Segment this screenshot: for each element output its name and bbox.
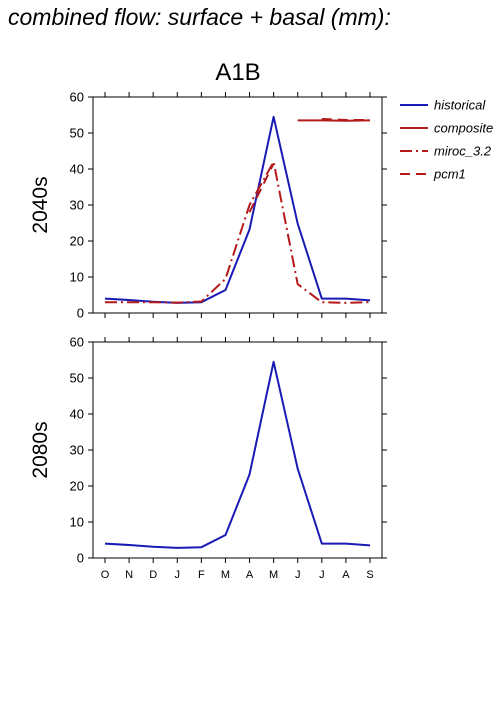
- x-tick-label: O: [101, 569, 110, 581]
- x-tick-label: F: [198, 569, 205, 581]
- series-line-historical: [104, 360, 371, 549]
- x-tick-label: A: [246, 569, 254, 581]
- y-tick-label: 60: [70, 335, 84, 350]
- plot-frame: [92, 96, 383, 314]
- legend-label: miroc_3.2: [434, 144, 492, 159]
- y-tick-label: 20: [70, 479, 84, 494]
- x-tick-label: A: [342, 569, 350, 581]
- y-tick-label: 10: [70, 270, 84, 285]
- panel-2040s: 0 10 20 30 40 50 60 2040s: [29, 90, 387, 321]
- y-tick-label: 20: [70, 234, 84, 249]
- y-tick-label: 30: [70, 443, 84, 458]
- y-tick-label: 0: [77, 306, 84, 321]
- y-tick-label: 0: [77, 551, 84, 566]
- panel-2080s: 0 10 20 30 40 50 60 O N D J F M A M J J A S 2080s: [29, 335, 387, 581]
- x-tick-label: J: [319, 569, 325, 581]
- x-tick-label: J: [295, 569, 301, 581]
- y-tick-label: 50: [70, 126, 84, 141]
- series-line-pcm1: [321, 118, 370, 121]
- x-tick-label: N: [125, 569, 133, 581]
- y-tick-label: 40: [70, 162, 84, 177]
- legend-label: composite: [434, 121, 493, 136]
- y-tick-label: 40: [70, 407, 84, 422]
- series-line-historical: [104, 115, 371, 304]
- x-tick-label: D: [149, 569, 157, 581]
- series-line-miroc-3-2: [105, 160, 371, 304]
- y-tick-label: 50: [70, 371, 84, 386]
- legend: historical composite miroc_3.2 pcm1: [400, 98, 493, 182]
- panel-label: 2080s: [29, 421, 52, 478]
- plot-frame: [92, 341, 383, 559]
- x-tick-label: S: [366, 569, 373, 581]
- x-tick-label: J: [175, 569, 181, 581]
- series-line-pcm1: [248, 163, 275, 213]
- legend-label: pcm1: [433, 167, 466, 182]
- x-tick-label: M: [269, 569, 278, 581]
- x-tick-label: M: [221, 569, 230, 581]
- scenario-title: A1B: [215, 59, 260, 86]
- y-tick-label: 10: [70, 515, 84, 530]
- legend-label: historical: [434, 98, 486, 113]
- page-title: combined flow: surface + basal (mm):: [8, 4, 391, 30]
- y-tick-label: 60: [70, 90, 84, 105]
- panel-label: 2040s: [29, 176, 52, 233]
- y-tick-label: 30: [70, 198, 84, 213]
